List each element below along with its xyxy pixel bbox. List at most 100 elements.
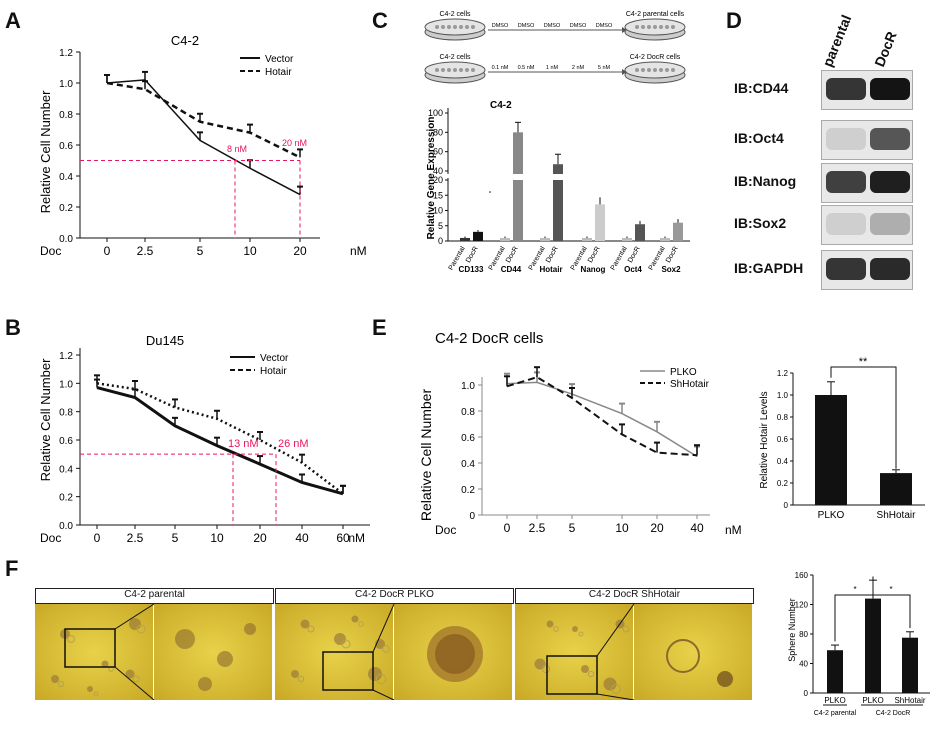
panel-d-band (826, 128, 866, 150)
panel-f-bar-3 (902, 637, 918, 693)
panel-b-xtick-label: 5 (172, 531, 179, 545)
panel-d-blot-box (821, 205, 913, 245)
panel-c-dish-4-cell (671, 68, 675, 72)
panel-c-step-label: 0.1 nM (492, 65, 509, 71)
panel-a-annot2: 20 nM (282, 138, 307, 148)
panel-e-ytick-label: 0 (469, 511, 475, 522)
panel-f-cell-outline (132, 675, 140, 683)
panel-a-ytick-label: 0.8 (59, 110, 73, 121)
panel-e-title: C4-2 DocR cells (435, 330, 543, 347)
panel-a-ytick-label: 1.0 (59, 79, 73, 90)
panel-d-band (826, 258, 866, 280)
panel-c-dish-1-cell (471, 25, 475, 29)
panel-c-bar-label: DocR (545, 246, 560, 265)
panel-e-bar-cat-label: ShHotair (877, 510, 917, 521)
panel-e-xtick-label: 40 (690, 521, 704, 535)
panel-b-title: Du145 (146, 333, 184, 348)
panel-b-annot1: 13 nM (228, 438, 259, 450)
panel-f-cell (534, 658, 546, 670)
panel-d-band (870, 128, 910, 150)
panel-c-bar-label: DocR (505, 246, 520, 265)
panel-f-cell (51, 675, 59, 683)
panel-f-cell (603, 677, 617, 691)
panel-c-dish-2-label: C4-2 parental cells (626, 11, 685, 18)
panel-f-zoom-line (596, 604, 635, 657)
panel-c-dish-3-cell (465, 68, 469, 72)
panel-d-col-docr: DocR (871, 29, 900, 70)
panel-c-gene-cd133: CD133 (459, 265, 484, 274)
panel-c-ytick-label: 0 (438, 236, 443, 246)
panel-f-bar-ytick-label: 0 (804, 689, 809, 698)
panel-c-step-label: 0.5 nM (518, 65, 535, 71)
panel-e-bar-ytick-label: 0.8 (777, 413, 789, 422)
panel-e-series-plko (506, 381, 698, 458)
panel-c-dish-4-cell (653, 68, 657, 72)
panel-f-roi-box (64, 628, 116, 668)
panel-c-bar-top (513, 132, 523, 174)
panel-e-bar-ytick-label: 0.6 (777, 435, 789, 444)
panel-c-dish-3-cell (453, 68, 457, 72)
panel-c-step-label: 2 nM (572, 65, 585, 71)
panel-c-dish-2-cell (635, 25, 639, 29)
panel-f-cell (572, 626, 578, 632)
panel-a-ytick-label: 0.0 (59, 234, 73, 245)
panel-b-unit: nM (348, 531, 365, 545)
panel-e-doc: Doc (435, 523, 456, 537)
panel-c-dish-3-cell (459, 68, 463, 72)
panel-a-legend-hotair: Hotair (265, 67, 292, 78)
panel-e-bar-ylabel: Relative Hotair Levels (759, 391, 770, 488)
panel-c-title: C4-2 (490, 100, 512, 111)
panel-c-bar-top (553, 164, 563, 174)
panel-d-col-parental: parental (819, 12, 855, 69)
panel-f-cell-outline (341, 639, 351, 649)
panel-c-dish-3-cell (435, 68, 439, 72)
panel-f-cell-outline (622, 625, 630, 633)
panel-f-title-plko: C4-2 DocR PLKO (275, 588, 514, 604)
panel-c-dish-1-cell (441, 25, 445, 29)
panel-c-dish-2-cell (659, 25, 663, 29)
panel-c-gene-sox2: Sox2 (661, 265, 681, 274)
panel-b-chart: Relative Cell Number Du145 0.0 0.2 0.4 0.6 0… (38, 333, 370, 545)
panel-c-bar (622, 237, 632, 241)
panel-e-bar-chart: Relative Hotair Levels 0 0.2 0.4 0.6 0.8 1.0 1… (759, 356, 925, 521)
panel-c-dish-1-cell (465, 25, 469, 29)
panel-c-ytick-label: 40 (433, 166, 443, 176)
panel-d-blot-box (821, 70, 913, 110)
panel-e-xtick-label: 5 (569, 521, 576, 535)
panel-b-ytick-label: 1.2 (59, 351, 73, 362)
panel-c-dish-3-label: C4-2 cells (439, 54, 471, 61)
panel-c-dish-4-cell (647, 68, 651, 72)
panel-f-zoom-line (114, 666, 155, 700)
panel-c-gene-hotair: Hotair (539, 265, 562, 274)
panel-d-row-label: IB:Sox2 (734, 215, 787, 231)
panel-f-cell-outline (375, 673, 387, 685)
panel-b-xtick-label: 60 (336, 531, 350, 545)
panel-f-zoom-3 (634, 604, 752, 700)
panel-e-chart: Relative Cell Number C4-2 DocR cells 0 0.… (418, 330, 742, 537)
panel-f-cell (101, 660, 109, 668)
panel-f-cell (129, 618, 141, 630)
panel-c-dish-1-cell (453, 25, 457, 29)
panel-c-dish-4-label: C4-2 DocR cells (630, 54, 681, 61)
panel-e-bar-sig-bracket (830, 366, 897, 469)
panel-label-f: F (5, 556, 19, 581)
panel-b-xtick-label: 20 (253, 531, 267, 545)
panel-a-xtick-label: 0 (104, 244, 111, 258)
panel-f-zoom-cell (198, 677, 212, 691)
panel-c-dish-1-label: C4-2 cells (439, 11, 471, 18)
panel-c-dish-3-cell (441, 68, 445, 72)
panel-d-band (826, 78, 866, 100)
panel-f-cell-outline (297, 675, 305, 683)
panel-b-ytick-label: 0.6 (59, 436, 73, 447)
panel-b-legend-hotair: Hotair (260, 366, 287, 377)
panel-f-bar-ytick-label: 80 (799, 630, 808, 639)
panel-a-ytick-label: 1.2 (59, 48, 73, 59)
panel-f-cell-outline (93, 691, 99, 697)
panel-f-cell-outline (358, 621, 364, 627)
panel-c-ytick-label: 60 (433, 147, 443, 157)
panel-d-band (870, 213, 910, 235)
panel-c-bar (635, 224, 645, 241)
panel-c-step-label: DMSO (518, 23, 535, 29)
panel-c-arrowhead-2 (622, 69, 627, 75)
panel-a-legend-vector: Vector (265, 54, 294, 65)
